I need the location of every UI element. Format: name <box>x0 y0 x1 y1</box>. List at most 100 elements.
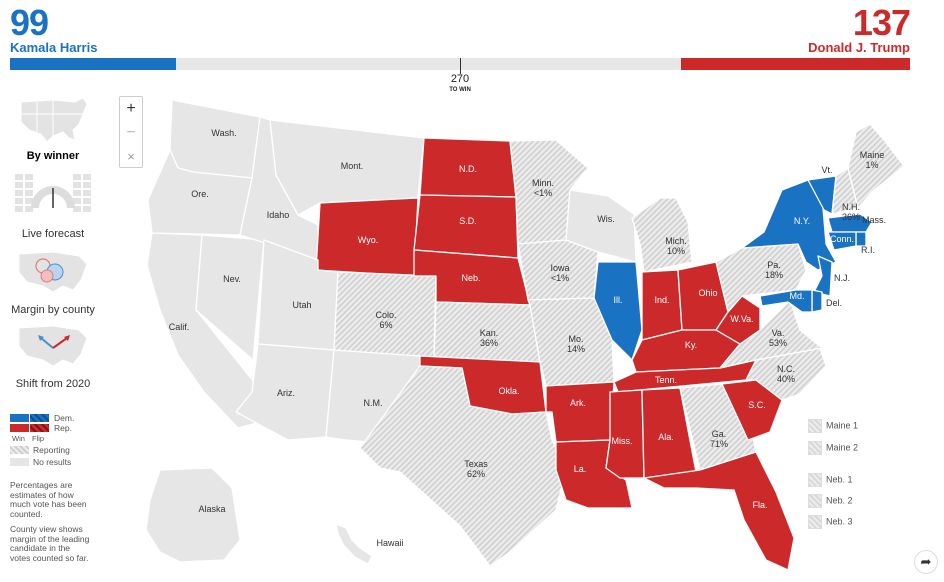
district-maine-1[interactable]: Maine 1 <box>808 419 858 433</box>
zoom-in-button[interactable]: + <box>126 100 136 117</box>
district-swatch <box>808 494 822 508</box>
state-me[interactable] <box>847 123 905 209</box>
district-neb-2[interactable]: Neb. 2 <box>808 494 853 508</box>
legend-no-results-row: No results <box>10 457 110 469</box>
view-label: Live forecast <box>21 228 85 240</box>
state-label-ok: Okla. <box>498 386 519 396</box>
district-label: Maine 2 <box>826 442 859 453</box>
state-hi[interactable] <box>335 523 373 565</box>
district-label: Maine 1 <box>826 420 859 431</box>
legend-dem-label: Dem. <box>54 413 75 423</box>
state-ct[interactable] <box>827 231 857 251</box>
state-label-mn: Minn. <1% <box>532 178 554 198</box>
district-label: Neb. 3 <box>826 516 853 527</box>
state-ar[interactable] <box>545 381 615 443</box>
state-label-nh: N.H. 36% <box>842 202 860 222</box>
state-ri[interactable] <box>855 231 867 247</box>
state-label-me: Maine 1% <box>860 150 885 170</box>
county-view-note: County view shows margin of the leading … <box>10 524 90 563</box>
state-sc[interactable] <box>721 379 783 441</box>
state-label-va: Va. 53% <box>769 328 787 348</box>
win-threshold-marker <box>460 58 461 74</box>
state-label-tn: Tenn. <box>655 375 677 385</box>
rep-flip-swatch <box>30 424 49 432</box>
legend-reporting-label: Reporting <box>33 445 70 455</box>
state-label-co: Colo. 6% <box>375 310 396 330</box>
zoom-out-button[interactable]: − <box>126 124 136 141</box>
rep-electoral-votes: 137 <box>852 2 911 43</box>
state-label-mi: Mich. 10% <box>665 236 687 256</box>
view-by-winner[interactable]: By winner <box>10 92 96 162</box>
state-label-ar: Ark. <box>570 398 586 408</box>
legend-reporting-row: Reporting <box>10 445 110 457</box>
state-ms[interactable] <box>605 389 645 479</box>
state-label-fl: Fla. <box>752 500 767 510</box>
legend-rep-label: Rep. <box>54 423 72 433</box>
state-mi[interactable] <box>631 197 693 273</box>
state-label-wi: Wis. <box>597 214 615 224</box>
state-fl[interactable] <box>643 451 795 571</box>
state-label-wv: W.Va. <box>730 314 753 324</box>
state-label-id: Idaho <box>267 210 290 220</box>
state-label-tx: Texas 62% <box>464 459 488 479</box>
zoom-controls: + − × <box>119 96 143 168</box>
state-label-sc: S.C. <box>748 400 766 410</box>
state-label-ak: Alaska <box>198 504 225 514</box>
share-button[interactable]: ➦ <box>914 550 938 574</box>
view-shift-from-2020[interactable]: Shift from 2020 <box>10 320 96 390</box>
state-label-il: Ill. <box>614 295 623 305</box>
state-label-nd: N.D. <box>459 164 477 174</box>
state-label-al: Ala. <box>658 432 674 442</box>
district-label: Neb. 1 <box>826 474 853 485</box>
state-label-az: Ariz. <box>277 388 295 398</box>
state-label-ca: Calif. <box>169 322 190 332</box>
district-label: Neb. 2 <box>826 495 853 506</box>
state-in[interactable] <box>641 269 683 341</box>
state-label-ne: Neb. <box>461 273 480 283</box>
legend-rep-row: Rep. <box>10 423 110 433</box>
state-label-nv: Nev. <box>223 274 241 284</box>
rep-vote-bar-fill <box>680 58 910 70</box>
dem-candidate-name: Kamala Harris <box>10 40 98 55</box>
state-label-ms: Miss. <box>612 436 633 446</box>
district-neb-1[interactable]: Neb. 1 <box>808 473 853 487</box>
state-md[interactable] <box>759 289 813 313</box>
view-label: By winner <box>26 150 80 162</box>
state-label-in: Ind. <box>654 295 669 305</box>
district-swatch <box>808 515 822 529</box>
view-label: Margin by county <box>11 304 95 316</box>
district-swatch <box>808 419 822 433</box>
district-neb-3[interactable]: Neb. 3 <box>808 515 853 529</box>
reset-zoom-button[interactable]: × <box>127 149 135 164</box>
win-threshold-number: 270 <box>450 73 470 85</box>
us-map-thumbnail-icon <box>20 97 88 143</box>
district-maine-2[interactable]: Maine 2 <box>808 441 858 455</box>
arrow-map-icon <box>18 325 88 367</box>
win-threshold-label: TO WIN <box>449 87 471 93</box>
view-live-forecast[interactable]: Live forecast <box>10 170 96 240</box>
state-ak[interactable] <box>145 467 241 563</box>
state-label-ky: Ky. <box>685 340 697 350</box>
state-de[interactable] <box>811 289 823 313</box>
state-label-md: Md. <box>789 291 804 301</box>
state-label-ri: R.I. <box>861 245 875 255</box>
state-label-ks: Kan. 36% <box>480 328 499 348</box>
state-label-ct: Conn. <box>830 234 854 244</box>
share-icon: ➦ <box>920 554 932 569</box>
legend-dem-row: Dem. <box>10 413 110 423</box>
state-sd[interactable] <box>413 194 519 259</box>
state-label-ia: Iowa <1% <box>550 263 569 283</box>
state-ma[interactable] <box>827 213 873 233</box>
state-label-ga: Ga. 71% <box>710 429 728 449</box>
gauge-icon <box>15 174 91 212</box>
state-nv[interactable] <box>195 234 265 361</box>
state-label-nj: N.J. <box>834 273 850 283</box>
view-margin-by-county[interactable]: Margin by county <box>10 246 96 316</box>
rep-win-swatch <box>10 424 29 432</box>
state-wa[interactable] <box>169 99 261 179</box>
state-ny[interactable] <box>741 179 837 271</box>
state-tx[interactable] <box>359 365 567 567</box>
dem-vote-bar-fill <box>10 58 176 70</box>
